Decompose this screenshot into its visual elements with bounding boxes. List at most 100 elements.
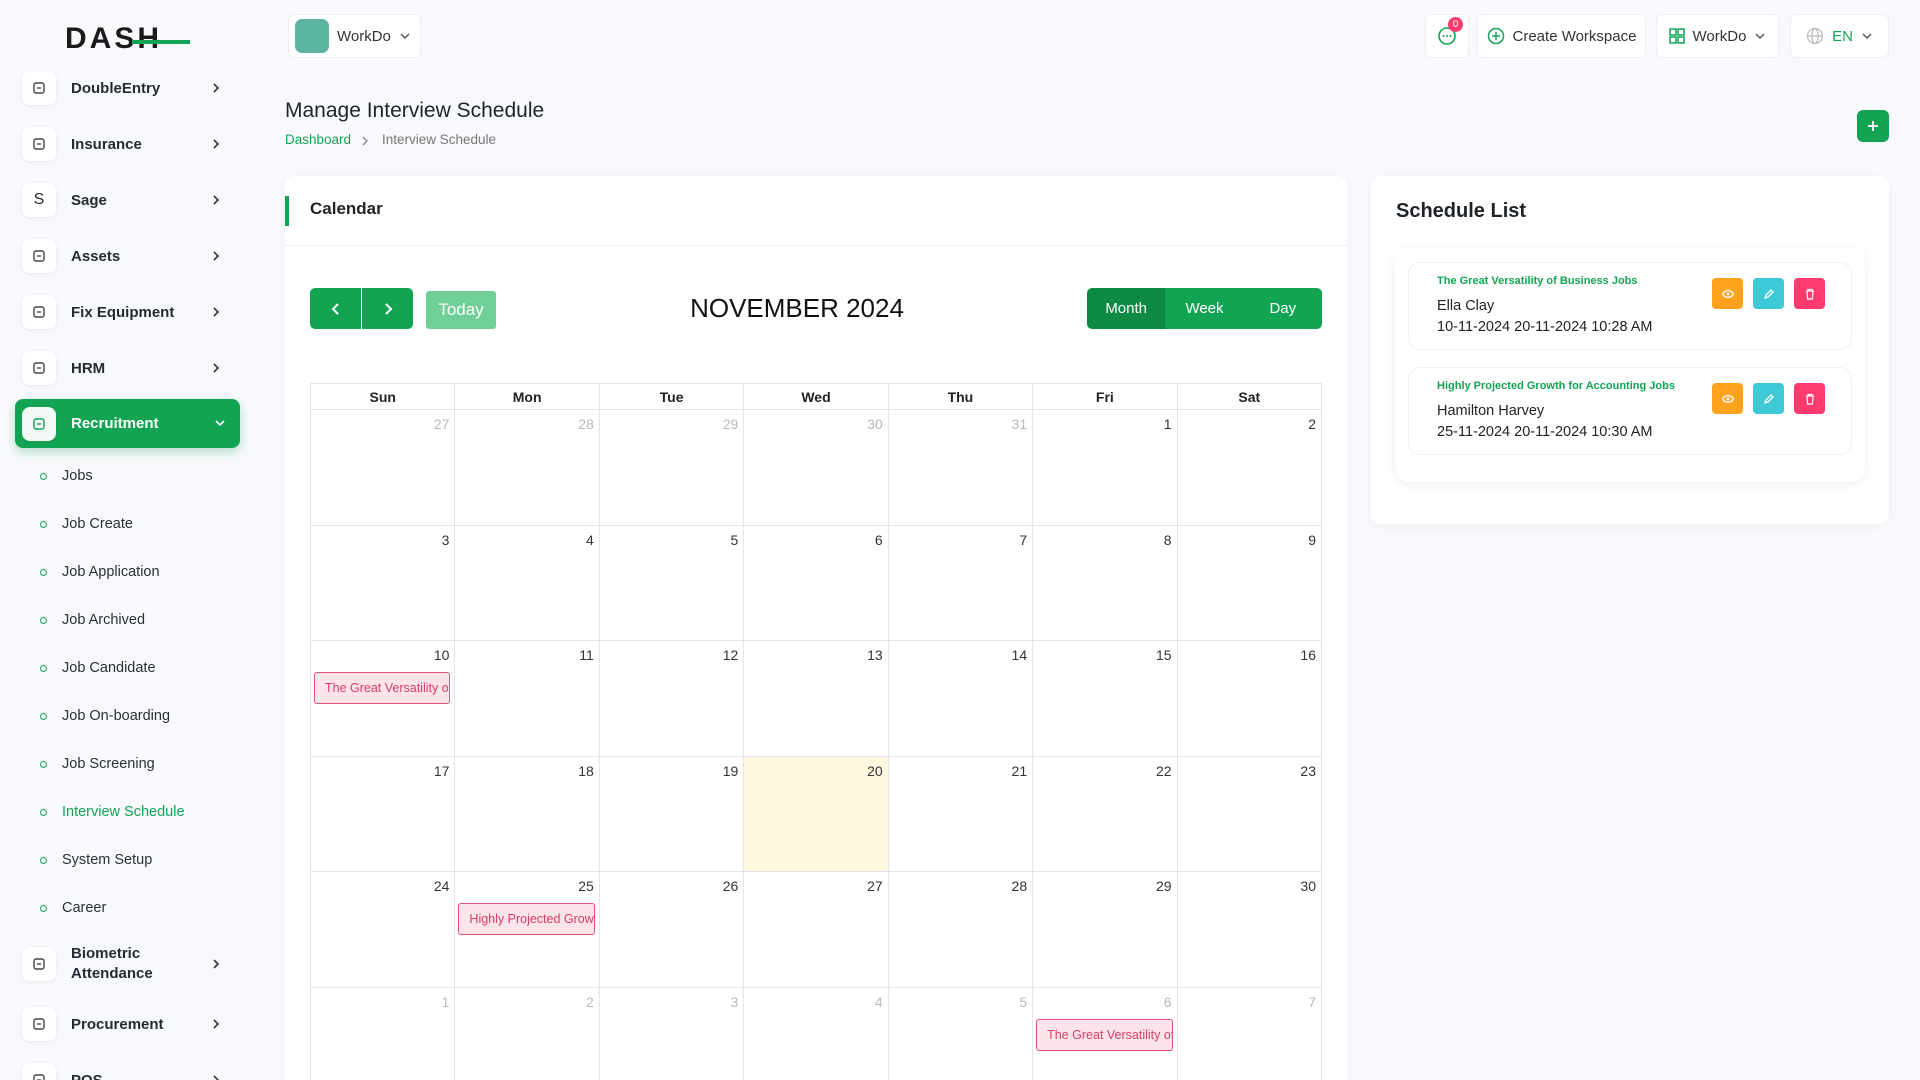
- icon-glyph: [33, 362, 45, 374]
- day-cell[interactable]: 28: [888, 872, 1034, 988]
- submenu-item[interactable]: Jobs: [40, 452, 93, 500]
- chevron: [1862, 33, 1872, 40]
- view-switcher: Month Week Day: [1087, 288, 1322, 329]
- bullet: [40, 904, 47, 912]
- day-cell[interactable]: 2: [455, 988, 600, 1080]
- view-button[interactable]: Day: [1243, 288, 1322, 329]
- day-cell[interactable]: 26: [599, 872, 745, 988]
- submenu-item[interactable]: Job Application: [40, 548, 160, 596]
- view-button[interactable]: [1712, 278, 1743, 309]
- day-cell[interactable]: 31: [888, 410, 1034, 526]
- day-cell[interactable]: 18: [455, 756, 600, 873]
- workspace-switcher[interactable]: WorkDo: [288, 14, 421, 58]
- sidebar-item[interactable]: Fix Equipment: [22, 284, 237, 340]
- day-cell[interactable]: 24: [311, 872, 456, 988]
- day-cell[interactable]: 13: [744, 641, 889, 757]
- icon-glyph: [33, 417, 45, 430]
- sidebar-item[interactable]: HRM: [22, 340, 237, 396]
- day-cell[interactable]: 29: [599, 410, 745, 526]
- day-cell[interactable]: 4: [744, 988, 889, 1080]
- day-cell[interactable]: 2: [1177, 410, 1322, 526]
- sidebar-item[interactable]: Assets: [22, 228, 237, 284]
- day-cell[interactable]: 25 Highly Projected Growth for Accounting…: [455, 872, 600, 988]
- next-button[interactable]: [362, 288, 413, 329]
- submenu-item[interactable]: Job Create: [40, 500, 133, 548]
- job-title: Highly Projected Growth for Accounting J…: [1437, 380, 1675, 392]
- user-menu[interactable]: WorkDo: [1656, 14, 1779, 58]
- delete-button[interactable]: [1794, 383, 1825, 414]
- day-cell[interactable]: 1: [1033, 410, 1178, 526]
- day-number: 11: [579, 647, 594, 664]
- edit-button[interactable]: [1753, 383, 1784, 414]
- submenu-item[interactable]: Job Candidate: [40, 644, 156, 692]
- today-button[interactable]: Today: [426, 291, 496, 329]
- submenu-item[interactable]: Job On-boarding: [40, 692, 170, 740]
- sidebar-item[interactable]: S Sage: [22, 172, 237, 228]
- sidebar-item[interactable]: Insurance: [22, 116, 237, 172]
- sidebar-item[interactable]: Recruitment: [15, 399, 240, 448]
- day-cell[interactable]: 27: [744, 872, 889, 988]
- breadcrumb-current: Interview Schedule: [382, 132, 497, 147]
- day-number: 30: [867, 416, 883, 432]
- sidebar-item[interactable]: POS: [22, 1052, 237, 1080]
- day-cell[interactable]: 1: [311, 988, 456, 1080]
- day-cell[interactable]: 9: [1177, 525, 1322, 642]
- view-button[interactable]: Week: [1165, 288, 1244, 329]
- language-menu[interactable]: EN: [1790, 14, 1889, 58]
- calendar-event[interactable]: The Great Versatility of Business Jobs: [1036, 1019, 1173, 1051]
- view-button[interactable]: Month: [1087, 288, 1166, 329]
- day-number: 14: [1011, 647, 1028, 664]
- day-cell[interactable]: 6 The Great Versatility of Business Jobs: [1033, 988, 1178, 1080]
- day-cell[interactable]: 7: [1178, 988, 1322, 1080]
- sidebar-label: Sage: [71, 191, 107, 209]
- calendar-event[interactable]: The Great Versatility of Business Jobs: [314, 672, 451, 705]
- day-cell[interactable]: 5: [599, 525, 745, 642]
- day-cell[interactable]: 16: [1177, 641, 1322, 757]
- day-cell[interactable]: 12: [599, 641, 745, 757]
- day-cell[interactable]: 6: [744, 525, 889, 642]
- submenu-item[interactable]: Career: [40, 884, 106, 932]
- calendar-event[interactable]: Highly Projected Growth for Accounting J…: [458, 903, 595, 936]
- candidate-name: Hamilton Harvey: [1437, 403, 1545, 419]
- day-cell[interactable]: 4: [455, 525, 600, 642]
- sidebar-item[interactable]: Biometric Attendance: [22, 932, 237, 996]
- add-button[interactable]: [1857, 110, 1889, 142]
- month-title: NOVEMBER 2024: [690, 293, 904, 323]
- day-cell[interactable]: 27: [311, 410, 456, 526]
- submenu-item[interactable]: Job Screening: [40, 740, 155, 788]
- submenu-item[interactable]: Job Archived: [40, 596, 145, 644]
- day-number: 20: [867, 762, 883, 779]
- day-cell[interactable]: 7: [888, 525, 1034, 642]
- sidebar-item[interactable]: Procurement: [22, 996, 237, 1052]
- day-cell[interactable]: 23: [1177, 756, 1322, 873]
- day-cell[interactable]: 3: [311, 525, 456, 642]
- day-cell[interactable]: 29: [1033, 872, 1178, 988]
- delete-button[interactable]: [1794, 278, 1825, 309]
- create-workspace-button[interactable]: Create Workspace: [1477, 14, 1646, 58]
- day-cell[interactable]: 22: [1033, 756, 1178, 873]
- bullet: [40, 472, 47, 480]
- day-cell[interactable]: 20: [744, 756, 889, 873]
- day-cell[interactable]: 15: [1033, 641, 1178, 757]
- day-cell[interactable]: 5: [889, 988, 1034, 1080]
- day-cell[interactable]: 8: [1033, 525, 1178, 642]
- day-cell[interactable]: 3: [600, 988, 745, 1080]
- prev-button[interactable]: [310, 288, 361, 329]
- day-cell[interactable]: 19: [599, 756, 745, 873]
- edit-button[interactable]: [1753, 278, 1784, 309]
- submenu-item[interactable]: Interview Schedule: [40, 788, 185, 836]
- day-cell[interactable]: 21: [888, 756, 1034, 873]
- breadcrumb-link[interactable]: Dashboard: [285, 132, 352, 147]
- submenu-item[interactable]: System Setup: [40, 836, 152, 884]
- day-cell[interactable]: 30: [744, 410, 889, 526]
- day-cell[interactable]: 10 The Great Versatility of Business Jobs: [311, 641, 456, 757]
- day-cell[interactable]: 14: [888, 641, 1034, 757]
- sidebar-label: Biometric Attendance: [71, 945, 153, 982]
- sidebar-item[interactable]: DoubleEntry: [22, 72, 237, 116]
- day-cell[interactable]: 30: [1177, 872, 1322, 988]
- day-cell[interactable]: 11: [455, 641, 600, 757]
- view-button[interactable]: [1712, 383, 1743, 414]
- day-cell[interactable]: 17: [311, 756, 456, 873]
- logo[interactable]: DASH: [65, 22, 163, 55]
- day-cell[interactable]: 28: [455, 410, 600, 526]
